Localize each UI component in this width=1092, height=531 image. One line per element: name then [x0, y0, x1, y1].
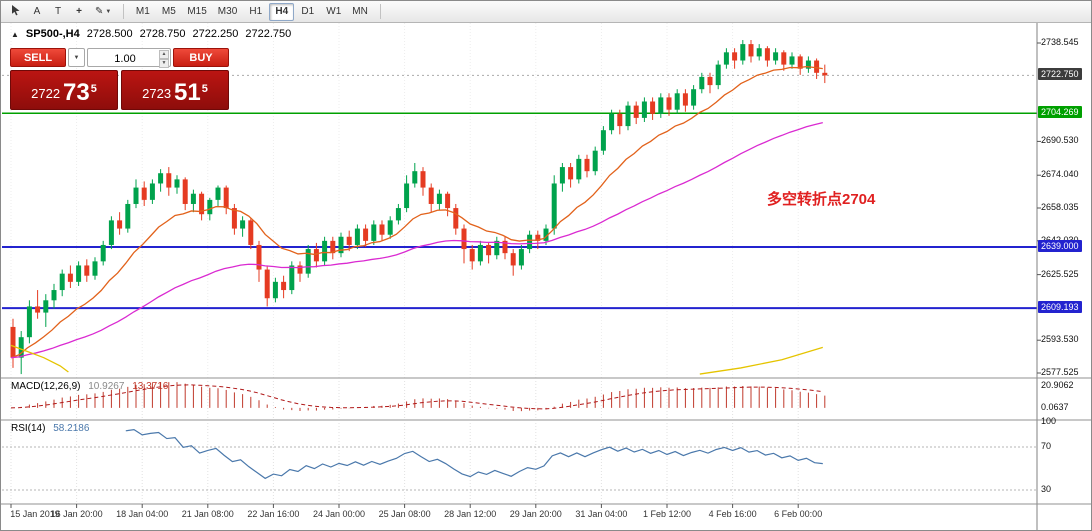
volume-field-wrap: ▲ ▼	[87, 48, 171, 68]
slow-average-line	[699, 346, 823, 375]
price-axis-label: 2674.040	[1041, 169, 1079, 180]
sell-button[interactable]: SELL	[10, 48, 66, 67]
time-axis-label: 29 Jan 20:00	[509, 509, 562, 519]
volume-stepper: ▲ ▼	[159, 50, 169, 68]
timeframe-button-m30[interactable]: M30	[217, 6, 238, 17]
toolbar: A T + ✎ ▼ M1 M5 M15 M30 H1 H4 D1 W1 MN	[1, 1, 1091, 23]
macd-signal-line	[10, 384, 823, 410]
time-axis-label: 16 Jan 20:00	[50, 509, 103, 519]
timeframe-button-h1[interactable]: H1	[249, 6, 263, 17]
one-click-trading-panel: SELL ▼ ▲ ▼ BUY 2722 73 5 2723 51 5	[10, 48, 229, 110]
timeframe-group: M1 M5 M15 M30 H1 H4 D1 W1 MN	[130, 2, 373, 21]
buy-price-fraction: 5	[201, 83, 208, 95]
timeframe-button-w1[interactable]: W1	[326, 6, 342, 17]
price-axis-label: 2577.525	[1041, 367, 1079, 377]
current-price-label: 2722.750	[1038, 68, 1082, 81]
text-annotation-button[interactable]: A	[27, 3, 47, 21]
macd-signal-value: 13.3716	[132, 381, 169, 392]
macd-axis-label: 0.0637	[1041, 401, 1069, 412]
collapse-trade-panel-icon[interactable]: ▲	[11, 29, 19, 39]
crosshair-icon: +	[76, 6, 82, 17]
main-chart-layer	[2, 23, 1037, 378]
draw-tool-button[interactable]: ✎ ▼	[90, 3, 116, 21]
chart-title-row: ▲ SP500-,H4 2728.500 2728.750 2722.250 2…	[11, 28, 291, 40]
volume-step-up-button[interactable]: ▲	[159, 50, 169, 59]
rsi-axis-label: 30	[1041, 484, 1052, 494]
symbol-title: SP500-,H4	[25, 28, 80, 40]
rsi-value: 58.2186	[53, 423, 90, 434]
chevron-down-icon: ▼	[105, 8, 112, 15]
quote-high: 2728.750	[139, 28, 186, 40]
moving-average-line	[10, 121, 823, 359]
sell-price-prefix: 2722	[31, 86, 61, 101]
hline-price-label[interactable]: 2639.000	[1038, 240, 1082, 252]
time-axis-label: 28 Jan 12:00	[444, 509, 497, 519]
sell-quote-button[interactable]: 2722 73 5	[10, 70, 118, 110]
rsi-label-row: RSI(14) 58.2186	[11, 423, 89, 434]
macd-axis-label: 20.9062	[1041, 380, 1074, 390]
sell-price-main: 73	[63, 79, 90, 106]
buy-button[interactable]: BUY	[173, 48, 229, 67]
quote-low: 2722.250	[192, 28, 239, 40]
hline-price-label[interactable]: 2609.193	[1038, 301, 1082, 314]
timeframe-button-mn[interactable]: MN	[352, 6, 368, 17]
rsi-name: RSI(14)	[11, 423, 46, 434]
time-axis-label: 24 Jan 00:00	[312, 509, 366, 519]
timeframe-button-d1[interactable]: D1	[301, 6, 315, 17]
crosshair-button[interactable]: +	[69, 3, 89, 21]
sell-price-fraction: 5	[90, 83, 97, 95]
hline-price-label[interactable]: 2704.269	[1038, 106, 1082, 119]
time-axis-label: 4 Feb 16:00	[708, 509, 757, 519]
draw-tool-icon: ✎	[95, 6, 104, 17]
volume-input[interactable]	[88, 50, 170, 68]
time-axis-label: 21 Jan 08:00	[181, 509, 234, 519]
price-axis-label: 2658.035	[1041, 202, 1079, 212]
toolbar-separator	[379, 4, 381, 19]
macd-layer	[10, 379, 826, 419]
price-axis-label: 2738.545	[1041, 37, 1079, 47]
timeframe-button-h4[interactable]: H4	[269, 2, 295, 21]
cursor-tool-button[interactable]	[5, 3, 26, 21]
timeframe-button-m15[interactable]: M15	[187, 6, 207, 17]
time-axis-label: 31 Jan 04:00	[575, 509, 628, 519]
price-axis-label: 2625.525	[1041, 268, 1079, 279]
order-type-dropdown[interactable]: ▼	[68, 48, 85, 67]
cursor-icon	[10, 4, 21, 19]
price-axis-label: 2593.530	[1041, 334, 1079, 345]
macd-value: 10.9267	[88, 381, 125, 392]
macd-label-row: MACD(12,26,9) 10.9267 13.3716	[11, 381, 168, 392]
text-tool-icon: T	[54, 6, 62, 17]
rsi-line	[125, 429, 823, 480]
time-axis-label: 15 Jan 2019	[10, 509, 60, 519]
time-axis-label: 25 Jan 08:00	[378, 509, 431, 519]
quote-close: 2722.750	[245, 28, 292, 40]
time-axis-label: 18 Jan 04:00	[116, 509, 169, 519]
price-axis-label: 2690.530	[1041, 135, 1079, 146]
time-axis-label: 22 Jan 16:00	[247, 509, 300, 519]
buy-quote-button[interactable]: 2723 51 5	[121, 70, 229, 110]
time-axis-label: 6 Feb 00:00	[774, 509, 823, 519]
chevron-down-icon: ▼	[73, 54, 80, 61]
chart-annotation[interactable]: 多空转折点2704	[767, 191, 876, 208]
toolbar-separator	[123, 4, 125, 19]
volume-step-down-button[interactable]: ▼	[159, 59, 169, 68]
buy-price-main: 51	[174, 79, 201, 106]
macd-name: MACD(12,26,9)	[11, 381, 81, 392]
buy-price-prefix: 2723	[142, 86, 172, 101]
quote-open: 2728.500	[86, 28, 133, 40]
moving-average-line	[10, 65, 823, 359]
timeframe-button-m1[interactable]: M1	[135, 6, 150, 17]
rsi-axis-label: 70	[1041, 441, 1052, 451]
text-tool-button[interactable]: T	[48, 3, 68, 21]
rsi-axis-label: 100	[1041, 416, 1057, 426]
price-axis-label: 2642.030	[1041, 235, 1079, 245]
rsi-layer	[2, 421, 1037, 503]
time-axis-label: 1 Feb 12:00	[642, 509, 692, 519]
timeframe-button-m5[interactable]: M5	[161, 6, 176, 17]
text-annotation-icon: A	[33, 6, 41, 17]
slow-average-line	[10, 344, 69, 373]
